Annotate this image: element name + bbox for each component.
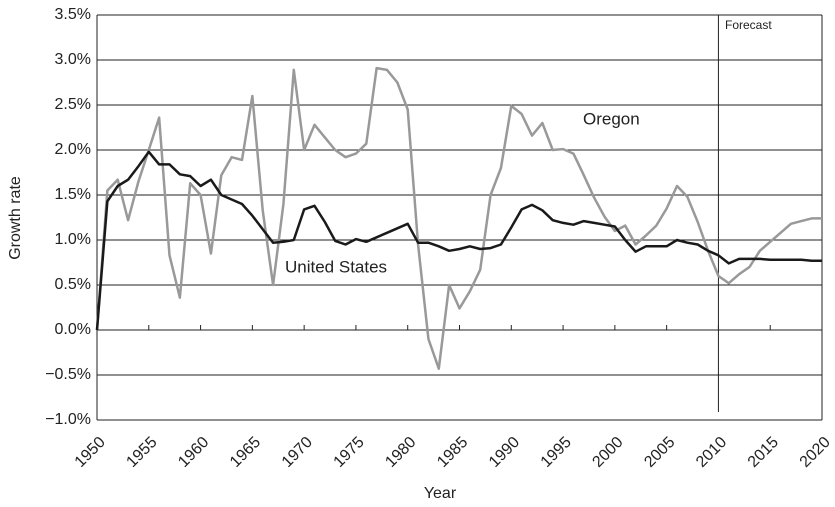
y-tick-label: 3.5% [55,6,91,23]
x-tick-label: 1960 [175,434,212,471]
y-tick-label: −0.5% [45,366,91,383]
series-line [95,150,822,331]
forecast-label: Forecast [725,18,772,32]
x-tick-label: 1980 [382,434,419,471]
y-tick-label: 0.5% [55,276,91,293]
oregon-label: Oregon [583,109,640,128]
y-tick-label: 3.0% [55,51,91,68]
y-tick-label: 2.5% [55,96,91,113]
y-tick-label: 0.0% [55,321,91,338]
x-tick-label: 1950 [72,434,109,471]
x-tick-label: 1990 [486,434,523,471]
x-tick-label: 1995 [538,434,575,471]
x-axis-title: Year [424,485,457,502]
x-tick-label: 2015 [745,434,782,471]
x-tick-label: 1975 [331,434,368,471]
y-tick-label: −1.0% [45,411,91,428]
x-tick-label: 1970 [279,434,316,471]
y-tick-label: 1.5% [55,186,91,203]
x-tick-label: 1965 [227,434,264,471]
x-tick-label: 2000 [589,434,626,471]
us-label: United States [285,257,387,276]
x-tick-label: 2010 [693,434,730,471]
y-axis-title: Growth rate [7,176,24,260]
x-tick-label: 2020 [797,434,834,471]
y-tick-label: 2.0% [55,141,91,158]
y-tick-label: 1.0% [55,231,91,248]
x-tick-label: 1985 [434,434,471,471]
x-tick-label: 2005 [641,434,678,471]
series-line [95,66,822,370]
x-tick-label: 1955 [123,434,160,471]
